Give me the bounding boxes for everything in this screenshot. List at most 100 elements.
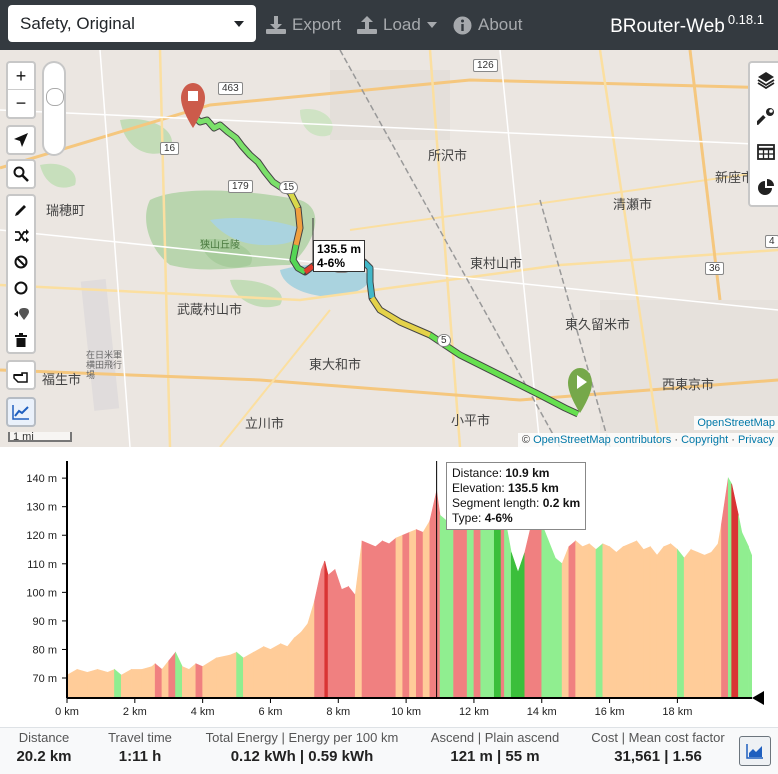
about-button[interactable]: About xyxy=(453,12,522,38)
elevation-segment xyxy=(504,515,512,699)
elevation-segment xyxy=(717,523,722,699)
route-stats: Distance 20.2 km Travel time 1:11 h Tota… xyxy=(0,727,778,774)
x-tick-label: 4 km xyxy=(191,706,215,718)
stat-label: Total Energy | Energy per 100 km xyxy=(205,730,399,745)
elevation-segment xyxy=(748,546,752,698)
elevation-segment xyxy=(202,657,217,699)
add-pois-button[interactable] xyxy=(8,301,34,327)
export-button[interactable]: Export xyxy=(266,12,341,38)
shuffle-icon xyxy=(14,229,29,243)
elevation-segment xyxy=(263,646,271,699)
road-number: 5 xyxy=(437,334,451,347)
stat-travel-time: Travel time 1:11 h xyxy=(100,730,180,768)
elevation-tooltip: Distance: 10.9 km Elevation: 135.5 km Se… xyxy=(446,462,587,530)
tooltip-elevation: 135.5 m xyxy=(317,242,362,256)
x-tick-label: 16 km xyxy=(595,706,625,718)
elevation-segment xyxy=(327,568,336,699)
elevation-segment xyxy=(324,560,329,699)
elevation-segment xyxy=(287,637,295,699)
road-number: 4 xyxy=(765,235,778,248)
elevation-segment xyxy=(341,586,349,699)
elevation-segment xyxy=(731,483,739,699)
elevation-profile[interactable]: 70 m 80 m 90 m 100 m 110 m 120 m 130 m 140 m 0 k… xyxy=(0,447,778,727)
copyright-link[interactable]: Copyright xyxy=(681,434,729,446)
osm-contributors-link[interactable]: OpenStreetMap contributors xyxy=(533,434,672,446)
routing-profile-select[interactable]: Safety, Original xyxy=(8,5,256,42)
elevation-toggle-button[interactable] xyxy=(8,399,34,425)
elevation-segment xyxy=(741,532,749,699)
search-button[interactable] xyxy=(8,161,34,187)
play-icon xyxy=(577,375,587,389)
copyright-symbol: © xyxy=(521,434,531,446)
reverse-route-button[interactable] xyxy=(8,223,34,249)
stat-label: Cost | Mean cost factor xyxy=(591,730,725,745)
line-chart-icon xyxy=(12,405,29,420)
app-name: BRouter-Web xyxy=(610,16,725,37)
place-label: 狭山丘陵 xyxy=(200,240,240,251)
map[interactable]: 所沢市 瑞穂町 清瀬市 新座市 東村山市 武蔵村山市 東久留米市 福生市 東大和… xyxy=(0,50,778,447)
nogo-area-button[interactable] xyxy=(8,275,34,301)
locate-button[interactable] xyxy=(8,127,34,153)
hand-point-icon xyxy=(13,372,28,383)
elevation-segment xyxy=(480,523,488,699)
elevation-segment xyxy=(439,514,448,699)
elevation-segment xyxy=(670,543,678,699)
analysis-button[interactable] xyxy=(753,175,778,201)
wrench-icon xyxy=(757,108,774,125)
minus-icon: − xyxy=(15,92,27,113)
elevation-segment xyxy=(697,551,705,699)
app-brand[interactable]: BRouter-Web 0.18.1 xyxy=(610,12,764,38)
elevation-chart[interactable]: 70 m 80 m 90 m 100 m 110 m 120 m 130 m 140 m 0 k… xyxy=(0,447,778,727)
elevation-segment xyxy=(510,552,519,699)
poi-marker-icon xyxy=(14,308,29,320)
zoom-in-button[interactable]: + xyxy=(8,63,34,90)
table-icon xyxy=(757,144,775,160)
tip-segment-value: 0.2 km xyxy=(542,496,581,510)
settings-button[interactable] xyxy=(753,103,778,129)
elevation-segment xyxy=(409,529,417,699)
x-tick-label: 6 km xyxy=(259,706,283,718)
elevation-segment xyxy=(541,523,549,699)
layers-icon xyxy=(757,72,775,89)
upload-icon xyxy=(357,16,377,34)
elevation-segment xyxy=(402,531,410,699)
stat-ascend: Ascend | Plain ascend 121 m | 55 m xyxy=(424,730,566,768)
stop-icon xyxy=(188,91,198,101)
elevation-toggle xyxy=(6,397,36,427)
itinerary-table-button[interactable] xyxy=(753,139,778,165)
place-label: 福生市 xyxy=(42,372,82,387)
pencil-icon xyxy=(15,205,26,216)
elevation-segment xyxy=(314,569,322,699)
elevation-segment xyxy=(649,545,658,699)
place-label: 所沢市 xyxy=(428,148,468,163)
show-elevation-button[interactable] xyxy=(739,736,771,766)
chevron-down-icon xyxy=(426,22,437,28)
draw-route-button[interactable] xyxy=(8,197,34,223)
layers-button[interactable] xyxy=(753,67,778,93)
y-tick-label: 70 m xyxy=(33,673,57,685)
elevation-segment xyxy=(175,652,183,699)
y-tick-label: 120 m xyxy=(26,530,57,542)
elevation-segment xyxy=(87,669,98,699)
elevation-segment xyxy=(436,490,441,699)
clear-route-button[interactable] xyxy=(8,327,34,353)
navbar: Safety, Original Export Load About BRout… xyxy=(0,0,778,50)
zoom-slider[interactable] xyxy=(42,61,66,156)
zoom-out-button[interactable]: − xyxy=(8,90,34,116)
elevation-segment xyxy=(446,517,454,699)
delete-last-point-button[interactable] xyxy=(8,249,34,275)
zoom-slider-handle[interactable] xyxy=(46,88,64,106)
elevation-segment xyxy=(307,600,315,699)
route-end-marker xyxy=(568,368,592,413)
hand-button[interactable] xyxy=(8,362,34,388)
load-menu-button[interactable]: Load xyxy=(357,12,437,38)
export-label: Export xyxy=(292,15,342,34)
x-tick-label: 8 km xyxy=(326,706,350,718)
osm-layer-link[interactable]: OpenStreetMap xyxy=(694,416,778,430)
place-label: 新座市 xyxy=(715,170,755,185)
elevation-segment xyxy=(388,537,397,699)
privacy-link[interactable]: Privacy xyxy=(737,434,774,446)
elevation-segment xyxy=(548,540,556,699)
tip-type-label: Type: xyxy=(452,511,482,525)
attribution: © OpenStreetMap contributors · Copyright… xyxy=(517,433,778,447)
